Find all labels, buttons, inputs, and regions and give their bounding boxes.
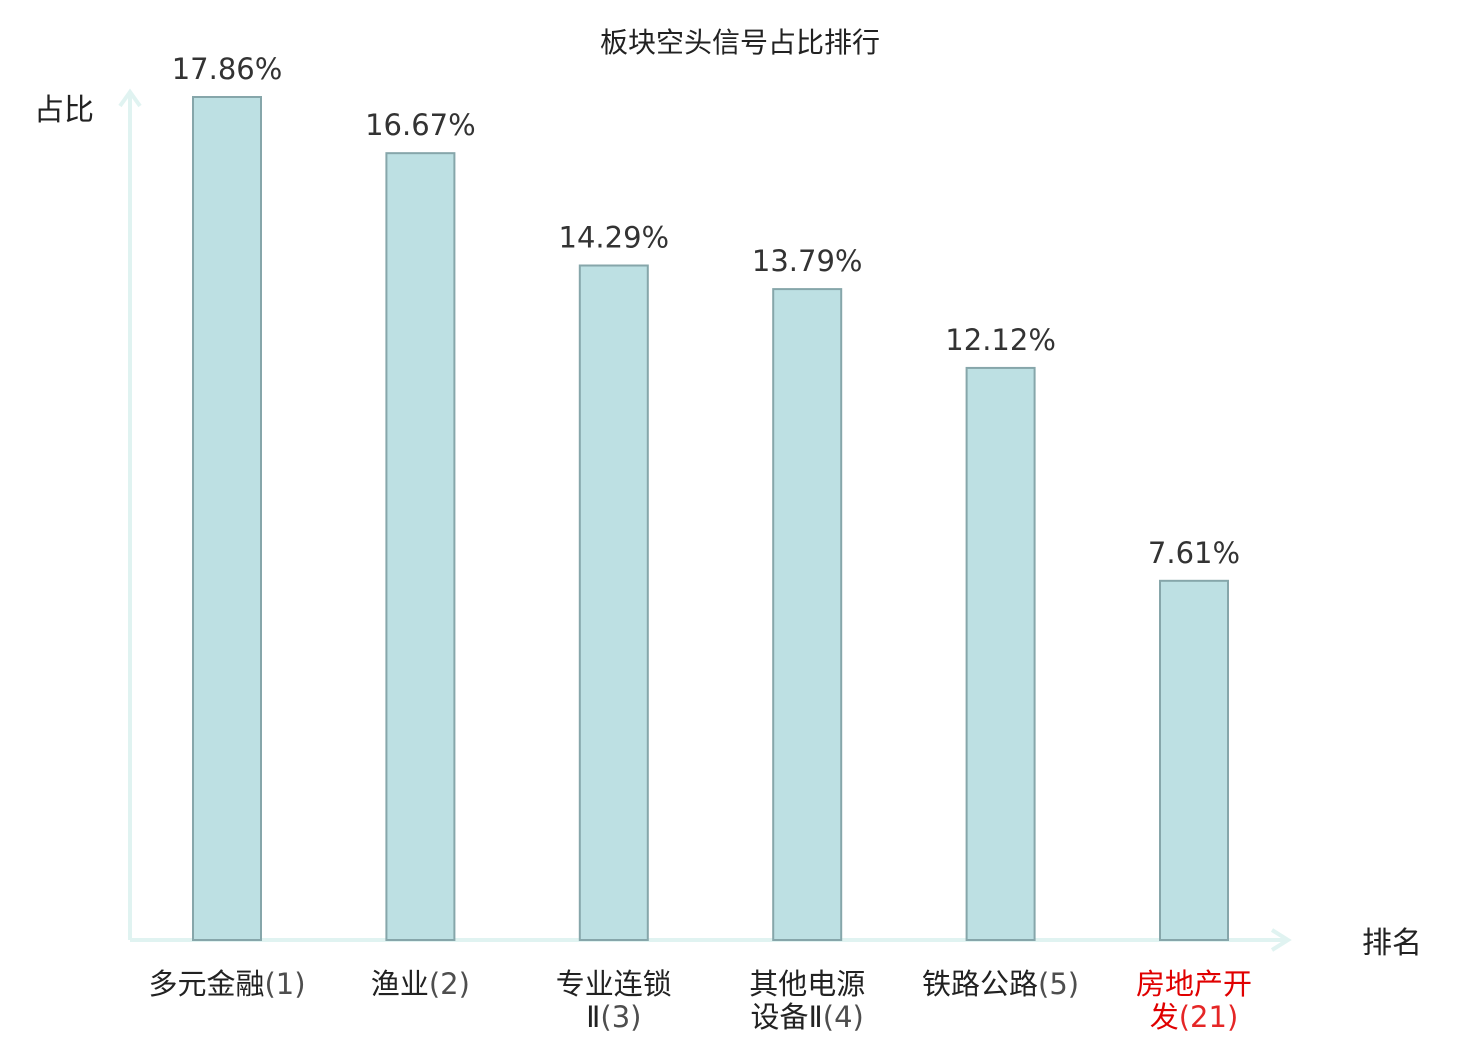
chart-title: 板块空头信号占比排行 xyxy=(600,26,880,59)
value-label-6: 7.61% xyxy=(1148,536,1240,570)
x-axis-arrow xyxy=(1270,928,1292,952)
category-label-4: 其他电源设备Ⅱ(4) xyxy=(749,967,865,1034)
bars-group xyxy=(192,96,1229,942)
category-label-5: 铁路公路(5) xyxy=(922,967,1079,1001)
category-label-6: 房地产开发(21) xyxy=(1136,967,1252,1034)
value-label-1: 17.86% xyxy=(172,52,283,86)
x-axis-label: 排名 xyxy=(1362,926,1422,961)
bar-3 xyxy=(578,264,649,941)
value-label-4: 13.79% xyxy=(752,244,863,278)
bar-6 xyxy=(1159,579,1229,941)
category-label-1: 多元金融(1) xyxy=(148,967,305,1001)
bar-1 xyxy=(192,96,262,941)
bar-4 xyxy=(772,288,843,941)
bar-5 xyxy=(965,366,1036,942)
value-label-2: 16.67% xyxy=(365,108,476,142)
value-label-3: 14.29% xyxy=(559,221,670,255)
category-label-2: 渔业(2) xyxy=(371,967,470,1001)
category-label-3: 专业连锁 Ⅱ(3) xyxy=(556,967,672,1034)
y-axis-arrow xyxy=(118,88,142,108)
value-label-5: 12.12% xyxy=(945,323,1056,357)
labels-group: 17.86% 多元金融(1) 16.67% 渔业(2) 14.29% 专业连锁 Ⅱ(3) 13… xyxy=(148,52,1252,1034)
bar-2 xyxy=(385,152,456,942)
y-axis-label: 占比 xyxy=(34,93,94,128)
